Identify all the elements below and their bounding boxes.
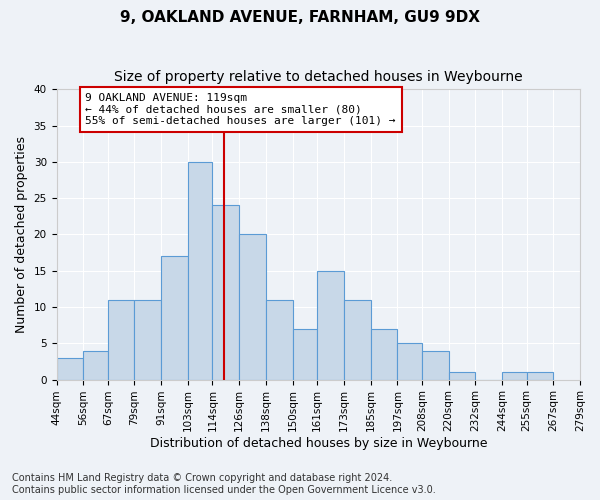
Bar [371,329,397,380]
Bar [397,344,422,380]
Y-axis label: Number of detached properties: Number of detached properties [15,136,28,333]
Text: 9, OAKLAND AVENUE, FARNHAM, GU9 9DX: 9, OAKLAND AVENUE, FARNHAM, GU9 9DX [120,10,480,25]
Bar [108,300,134,380]
X-axis label: Distribution of detached houses by size in Weybourne: Distribution of detached houses by size … [149,437,487,450]
Bar [266,300,293,380]
Bar [293,329,317,380]
Bar [161,256,188,380]
Bar [527,372,553,380]
Bar [449,372,475,380]
Title: Size of property relative to detached houses in Weybourne: Size of property relative to detached ho… [114,70,523,84]
Bar [239,234,266,380]
Bar [317,270,344,380]
Bar [83,350,108,380]
Bar [188,162,212,380]
Bar [212,206,239,380]
Bar [344,300,371,380]
Text: Contains HM Land Registry data © Crown copyright and database right 2024.
Contai: Contains HM Land Registry data © Crown c… [12,474,436,495]
Text: 9 OAKLAND AVENUE: 119sqm
← 44% of detached houses are smaller (80)
55% of semi-d: 9 OAKLAND AVENUE: 119sqm ← 44% of detach… [85,93,396,126]
Bar [422,350,449,380]
Bar [56,358,83,380]
Bar [134,300,161,380]
Bar [502,372,527,380]
